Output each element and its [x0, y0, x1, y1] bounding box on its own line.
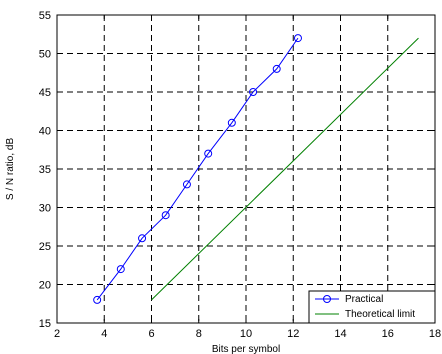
y-tick-label: 55: [39, 10, 51, 22]
data-point: [138, 234, 147, 243]
data-point: [93, 295, 102, 304]
x-tick-label: 12: [287, 328, 299, 340]
y-tick-label: 15: [39, 318, 51, 330]
x-axis-label: Bits per symbol: [212, 344, 280, 354]
y-tick-label: 50: [39, 49, 51, 61]
x-tick-label: 18: [429, 328, 441, 340]
legend-practical-marker: [323, 295, 331, 303]
y-tick-label: 30: [39, 203, 51, 215]
x-tick-label: 10: [240, 328, 252, 340]
x-tick-label: 14: [334, 328, 346, 340]
y-tick-label: 40: [39, 126, 51, 138]
y-tick-label: 20: [39, 280, 51, 292]
legend-box: [308, 290, 436, 324]
x-tick-label: 16: [382, 328, 394, 340]
y-tick-label: 25: [39, 241, 51, 253]
x-tick-label: 6: [148, 328, 154, 340]
data-point: [249, 88, 258, 96]
data-point: [182, 180, 191, 189]
legend: Practical Theoretical limit: [308, 290, 436, 324]
grid: [57, 15, 435, 323]
x-tick-label: 4: [101, 328, 107, 340]
data-point: [272, 64, 281, 73]
ticks: 2 4 6 8 10 12 14 16 18 15 20 25 30 35 40 45 50 55: [39, 10, 441, 340]
x-tick-label: 8: [196, 328, 202, 340]
x-tick-label: 2: [54, 328, 60, 340]
series-layer: [93, 34, 419, 304]
y-tick-label: 35: [39, 164, 51, 176]
data-point: [204, 149, 213, 158]
legend-theoretical-label: Theoretical limit: [345, 309, 415, 320]
data-point: [227, 118, 236, 127]
series-line-0: [96, 37, 299, 301]
legend-practical-label: Practical: [345, 294, 383, 305]
y-axis-label: S / N ratio, dB: [5, 138, 16, 201]
data-point: [293, 34, 302, 43]
data-point: [161, 211, 170, 220]
y-tick-label: 45: [39, 87, 51, 99]
series-line-1: [151, 37, 419, 301]
data-point: [116, 265, 125, 274]
